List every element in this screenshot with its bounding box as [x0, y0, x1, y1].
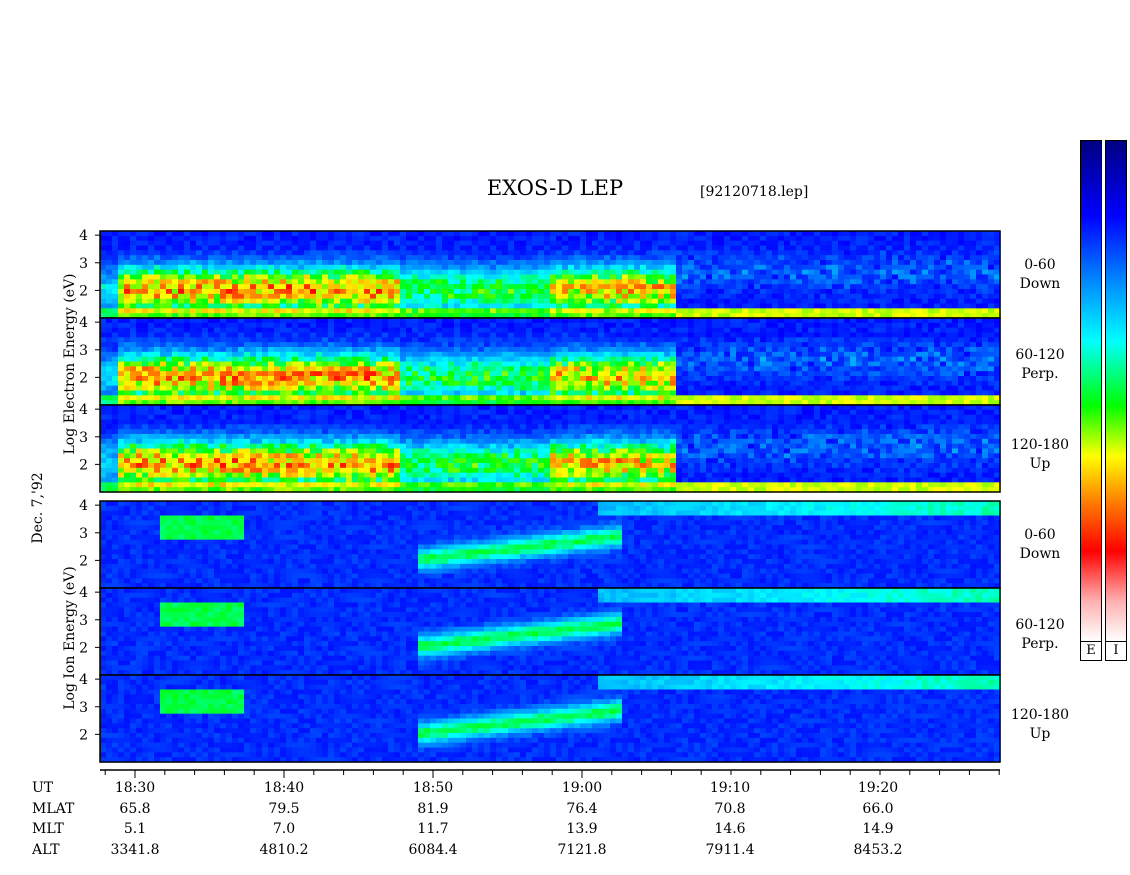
y-tick-label: 3: [79, 343, 88, 359]
footer-label-mlat: MLAT: [32, 801, 75, 817]
footer-mlat-value: 76.4: [566, 801, 598, 817]
colorbar-label-ion: I: [1105, 641, 1127, 661]
y-tick-label: 4: [79, 315, 88, 331]
y-tick-label: 4: [79, 228, 88, 244]
footer-mlt-value: 5.1: [123, 821, 147, 837]
panel-label-i-up: 120-180 Up: [1010, 707, 1070, 742]
panel-label-i-down: 0-60 Down: [1019, 527, 1061, 562]
file-label: [92120718.lep]: [700, 184, 809, 200]
chart-title: EXOS-D LEP: [486, 176, 624, 200]
spectrogram-panel-5: [99, 587, 1001, 676]
footer-mlt-value: 13.9: [566, 821, 598, 837]
footer-ut-value: 19:00: [561, 780, 603, 796]
spectrogram-panel-6: [99, 674, 1001, 763]
colorbar-electron: [1080, 140, 1102, 642]
spectrogram-panel-2: [99, 317, 1001, 406]
y-tick-label: 3: [79, 256, 88, 272]
y-tick-label: 4: [79, 498, 88, 514]
y-tick-label: 2: [79, 553, 88, 569]
y-tick-label: 2: [79, 370, 88, 386]
footer-mlat-value: 70.8: [714, 801, 746, 817]
y-tick-label: 2: [79, 283, 88, 299]
footer-label-ut: UT: [32, 780, 54, 796]
spectrogram-panel-1: [99, 230, 1001, 319]
footer-ut-value: 19:20: [857, 780, 899, 796]
footer-alt-value: 8453.2: [853, 842, 903, 858]
footer-label-alt: ALT: [32, 842, 60, 858]
colorbar-label-electron: E: [1080, 641, 1102, 661]
y-tick-label: 4: [79, 672, 88, 688]
footer-mlat-value: 66.0: [862, 801, 894, 817]
y-tick-label: 2: [79, 640, 88, 656]
footer-mlat-value: 81.9: [417, 801, 449, 817]
spectrogram-panel-4: [99, 500, 1001, 589]
footer-ut-value: 18:50: [412, 780, 454, 796]
footer-mlt-value: 11.7: [417, 821, 449, 837]
footer-ut-value: 19:10: [709, 780, 751, 796]
footer-ut-value: 18:40: [263, 780, 305, 796]
y-tick-label: 2: [79, 727, 88, 743]
footer-alt-value: 4810.2: [259, 842, 309, 858]
footer-ut-value: 18:30: [114, 780, 156, 796]
y-tick-label: 4: [79, 585, 88, 601]
y-tick-label: 3: [79, 613, 88, 629]
panel-label-e-up: 120-180 Up: [1010, 437, 1070, 472]
y-tick-label: 4: [79, 402, 88, 418]
spectrogram-panel-3: [99, 404, 1001, 493]
footer-mlt-value: 7.0: [272, 821, 296, 837]
footer-mlat-value: 79.5: [268, 801, 300, 817]
ylabel-date: Dec. 7,'92: [30, 472, 46, 544]
footer-mlt-value: 14.9: [862, 821, 894, 837]
y-tick-label: 3: [79, 700, 88, 716]
colorbar-ion: [1105, 140, 1127, 642]
y-tick-label: 3: [79, 430, 88, 446]
footer-alt-value: 6084.4: [408, 842, 458, 858]
footer-label-mlt: MLT: [32, 821, 64, 837]
footer-mlt-value: 14.6: [714, 821, 746, 837]
panel-label-e-down: 0-60 Down: [1019, 257, 1061, 292]
footer-alt-value: 7911.4: [705, 842, 755, 858]
y-tick-label: 3: [79, 526, 88, 542]
footer-alt-value: 7121.8: [557, 842, 607, 858]
y-tick-label: 2: [79, 457, 88, 473]
ylabel-electron: Log Electron Energy (eV): [62, 273, 78, 455]
panel-label-i-perp: 60-120 Perp.: [1015, 617, 1065, 652]
footer-mlat-value: 65.8: [119, 801, 151, 817]
panel-label-e-perp: 60-120 Perp.: [1015, 347, 1065, 382]
ylabel-ion: Log Ion Energy (eV): [62, 566, 78, 710]
footer-alt-value: 3341.8: [110, 842, 160, 858]
